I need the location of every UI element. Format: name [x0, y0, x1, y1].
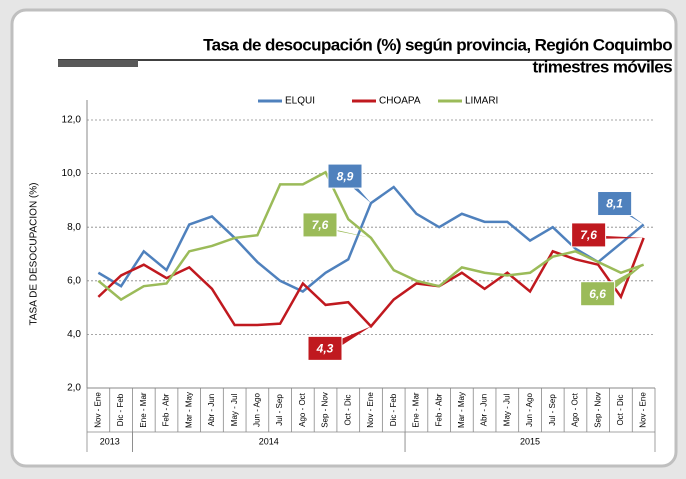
x-tick-label: Oct - Dic — [343, 394, 352, 425]
callout-box — [327, 163, 363, 189]
x-tick-label: Nov - Ene — [366, 392, 375, 428]
x-tick-label: May - Jul — [230, 394, 239, 427]
x-tick-label: Nov - Ene — [639, 392, 648, 428]
year-label: 2015 — [520, 436, 540, 446]
data-label: 6,6 — [589, 287, 606, 301]
x-tick-label: Dic - Feb — [116, 393, 125, 426]
x-tick-label: Mar - May — [457, 392, 466, 428]
data-label: 7,6 — [580, 228, 597, 242]
y-tick-label: 12,0 — [62, 115, 82, 126]
x-tick-label: Nov - Ene — [93, 392, 102, 428]
callout-box — [571, 222, 607, 248]
x-tick-label: Ene - Mar — [139, 392, 148, 427]
x-tick-label: Oct - Dic — [616, 394, 625, 425]
y-axis-label: TASA DE DESOCUPACION (%) — [29, 183, 40, 326]
year-label: 2013 — [100, 436, 120, 446]
y-tick-label: 4,0 — [67, 329, 81, 340]
x-tick-label: Feb - Abr — [434, 393, 443, 426]
x-tick-label: Feb - Abr — [162, 393, 171, 426]
x-tick-label: Jun - Ago — [253, 393, 262, 427]
legend-label: CHOAPA — [379, 96, 421, 107]
chart-subtitle: trimestres móviles — [533, 57, 673, 76]
chart-title: Tasa de desocupación (%) según provincia… — [203, 35, 672, 54]
x-tick-label: Dic - Feb — [389, 393, 398, 426]
data-label: 8,1 — [606, 197, 623, 211]
title-bar — [58, 60, 138, 67]
x-tick-label: Sep - Nov — [321, 392, 330, 428]
x-tick-label: Jun - Ago — [525, 393, 534, 427]
x-tick-label: Jul - Sep — [548, 394, 557, 426]
x-tick-label: May - Jul — [502, 394, 511, 427]
legend-label: ELQUI — [285, 96, 315, 107]
x-tick-label: Jul - Sep — [275, 394, 284, 426]
x-tick-label: Mar - May — [184, 392, 193, 428]
callout-box — [307, 335, 343, 361]
x-tick-label: Ene - Mar — [412, 392, 421, 427]
x-tick-label: Abr - Jun — [207, 394, 216, 426]
y-tick-label: 10,0 — [62, 168, 82, 179]
legend-label: LIMARI — [465, 96, 498, 107]
x-tick-label: Ago - Oct — [571, 392, 580, 427]
x-tick-label: Sep - Nov — [593, 392, 602, 428]
data-label: 4,3 — [316, 342, 334, 356]
y-tick-label: 2,0 — [67, 383, 81, 394]
callout-box — [302, 212, 338, 238]
y-tick-label: 8,0 — [67, 222, 81, 233]
callout-box — [580, 281, 616, 307]
frame — [10, 8, 678, 468]
data-label: 8,9 — [337, 169, 354, 183]
x-tick-label: Abr - Jun — [480, 394, 489, 426]
data-label: 7,6 — [312, 218, 329, 232]
y-tick-label: 6,0 — [67, 275, 81, 286]
year-label: 2014 — [259, 436, 279, 446]
callout-box — [597, 191, 633, 217]
x-tick-label: Ago - Oct — [298, 392, 307, 427]
